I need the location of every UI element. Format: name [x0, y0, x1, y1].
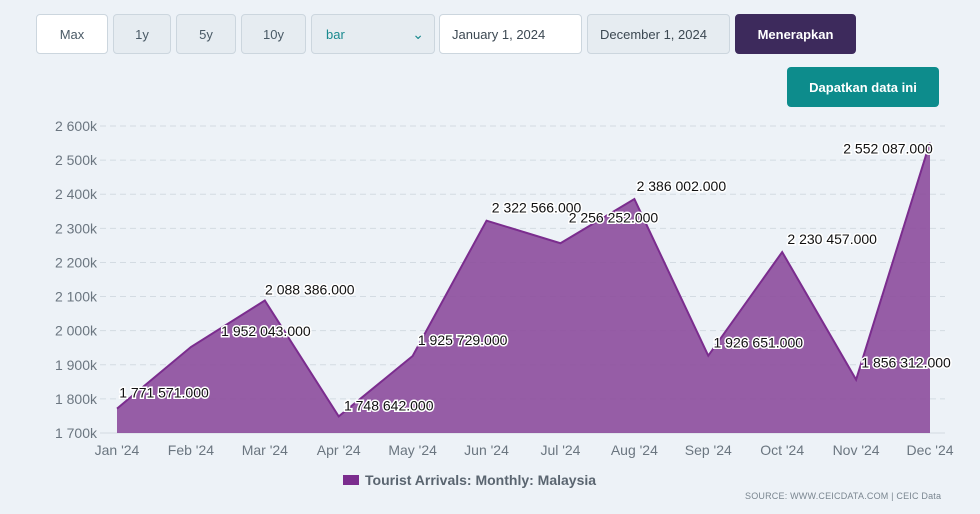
- x-tick-label: Jul '24: [540, 442, 580, 458]
- y-tick-label: 2 100k: [55, 289, 98, 305]
- data-label: 1 771 571.000: [119, 385, 209, 401]
- y-tick-label: 2 000k: [55, 323, 98, 339]
- data-label: 1 748 642.000: [344, 397, 434, 413]
- data-label: 1 952 043.000: [221, 323, 311, 339]
- data-label: 1 926 651.000: [714, 335, 804, 351]
- start-date-input[interactable]: January 1, 2024: [439, 14, 582, 54]
- y-tick-label: 2 400k: [55, 186, 98, 202]
- get-data-button[interactable]: Dapatkan data ini: [787, 67, 939, 107]
- data-label: 2 088 386.000: [265, 282, 355, 298]
- x-tick-label: Mar '24: [242, 442, 288, 458]
- y-tick-label: 2 300k: [55, 220, 98, 236]
- y-tick-label: 1 800k: [55, 391, 98, 407]
- x-tick-label: Dec '24: [906, 442, 953, 458]
- data-label: 1 856 312.000: [861, 355, 951, 371]
- x-tick-label: May '24: [388, 442, 437, 458]
- area-fill: [117, 142, 930, 433]
- legend-label: Tourist Arrivals: Monthly: Malaysia: [365, 472, 597, 488]
- legend-swatch: [343, 475, 359, 485]
- x-tick-label: Jun '24: [464, 442, 509, 458]
- x-tick-label: Jan '24: [95, 442, 140, 458]
- y-tick-label: 2 600k: [55, 118, 98, 134]
- data-label: 2 552 087.000: [843, 140, 933, 156]
- x-tick-label: Feb '24: [168, 442, 214, 458]
- x-tick-label: Oct '24: [760, 442, 804, 458]
- chevron-down-icon: ⌄: [412, 25, 424, 42]
- end-date-input[interactable]: December 1, 2024: [587, 14, 730, 54]
- apply-button[interactable]: Menerapkan: [735, 14, 856, 54]
- x-tick-label: Apr '24: [317, 442, 361, 458]
- data-label: 2 230 457.000: [787, 231, 877, 247]
- x-tick-label: Sep '24: [685, 442, 732, 458]
- range-max-button[interactable]: Max: [36, 14, 108, 54]
- series-line: [116, 142, 931, 418]
- x-tick-label: Nov '24: [833, 442, 880, 458]
- data-label: 1 925 729.000: [418, 332, 508, 348]
- source-credit: SOURCE: WWW.CEICDATA.COM | CEIC Data: [745, 491, 942, 501]
- data-label: 2 256 252.000: [569, 209, 659, 225]
- legend[interactable]: Tourist Arrivals: Monthly: Malaysia: [343, 472, 596, 488]
- range-5y-button[interactable]: 5y: [176, 14, 236, 54]
- range-10y-button[interactable]: 10y: [241, 14, 306, 54]
- y-tick-label: 2 200k: [55, 254, 98, 270]
- y-tick-label: 1 700k: [55, 425, 98, 441]
- x-tick-label: Aug '24: [611, 442, 658, 458]
- y-tick-label: 2 500k: [55, 152, 98, 168]
- chart-type-value: bar: [326, 26, 345, 42]
- chart-type-select[interactable]: bar ⌄: [311, 14, 435, 54]
- data-label: 2 322 566.000: [492, 200, 582, 216]
- y-tick-label: 1 900k: [55, 357, 98, 373]
- data-label: 2 386 002.000: [637, 178, 727, 194]
- range-1y-button[interactable]: 1y: [113, 14, 171, 54]
